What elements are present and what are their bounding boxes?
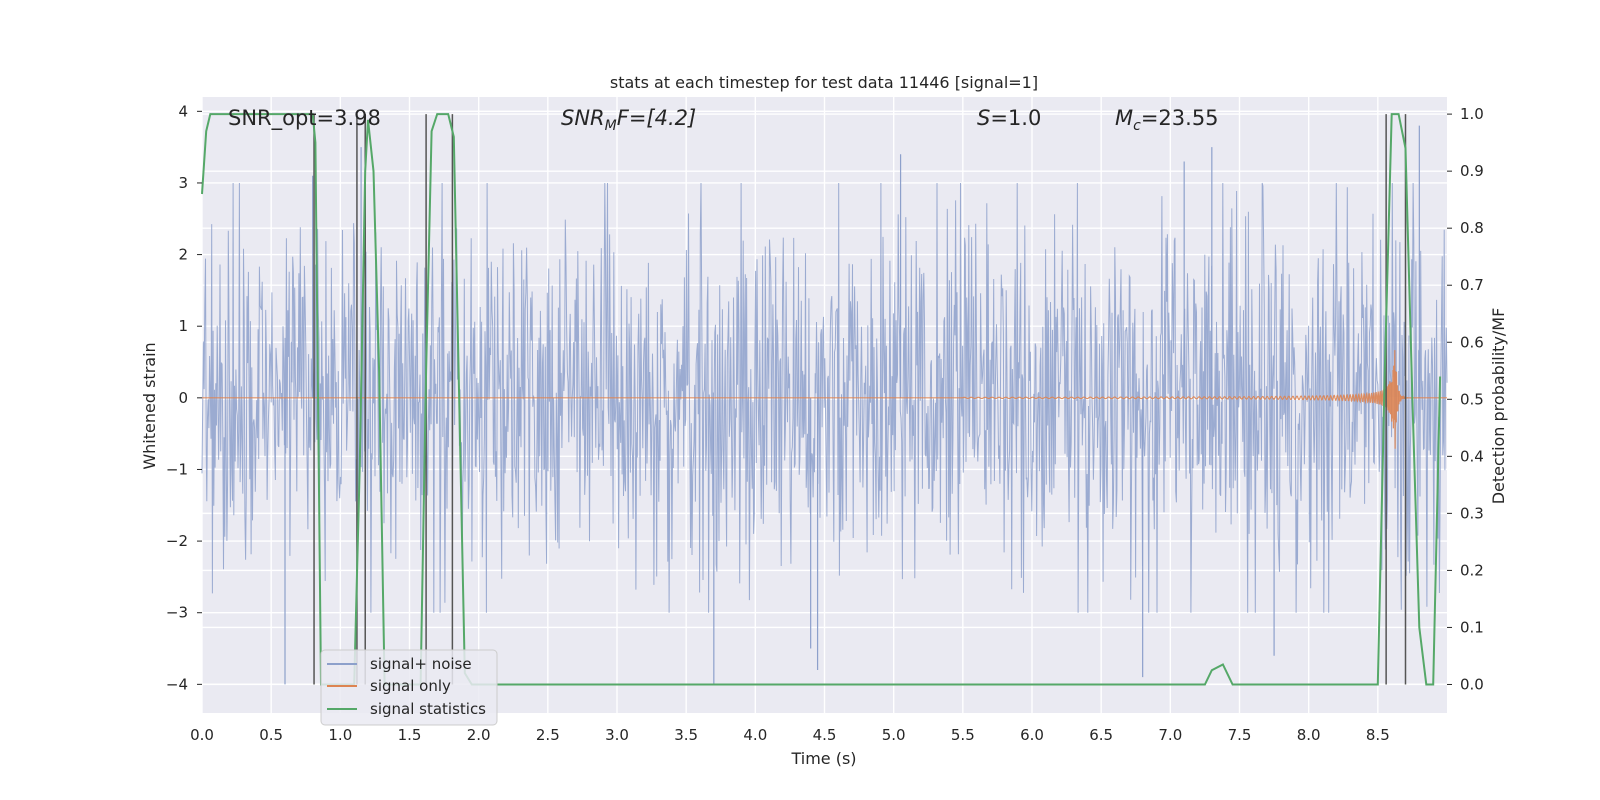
annotation-snr-opt: SNR_opt=3.98 xyxy=(228,106,381,131)
noise-series xyxy=(201,125,1448,685)
y-left-tick-label: 3 xyxy=(178,174,188,192)
y-right-tick-label: 0.4 xyxy=(1460,447,1484,465)
x-tick-label: 8.0 xyxy=(1297,726,1321,744)
x-tick-label: 8.5 xyxy=(1366,726,1390,744)
y-right-tick-label: 1.0 xyxy=(1460,105,1484,123)
x-tick-label: 7.5 xyxy=(1228,726,1252,744)
x-tick-label: 0.0 xyxy=(190,726,214,744)
y-left-tick-label: −3 xyxy=(166,604,188,622)
noise-line xyxy=(201,182,1448,613)
legend: signal+ noise signal only signal statist… xyxy=(320,649,498,726)
annotation-s: S=1.0 xyxy=(977,106,1041,130)
y-right-tick-label: 0.8 xyxy=(1460,219,1484,237)
legend-label-signal: signal only xyxy=(370,677,451,695)
y-right-tick-label: 0.5 xyxy=(1460,390,1484,408)
marker-lines xyxy=(313,114,1407,685)
y-left-tick-label: −1 xyxy=(166,460,188,478)
signal-series xyxy=(202,350,1447,449)
annotation-snr-mf: SNRMF=[4.2] xyxy=(561,106,696,134)
y-right-tick-label: 0.6 xyxy=(1460,333,1484,351)
x-tick-label: 3.0 xyxy=(605,726,629,744)
y-left-tick-label: −2 xyxy=(166,532,188,550)
legend-box xyxy=(320,649,498,726)
legend-label-noise: signal+ noise xyxy=(370,655,472,673)
x-tick-label: 1.5 xyxy=(398,726,422,744)
x-tick-label: 4.5 xyxy=(813,726,837,744)
x-tick-label: 7.0 xyxy=(1158,726,1182,744)
chart-title: stats at each timestep for test data 114… xyxy=(610,73,1038,92)
tick-labels: 0.0 0.5 1.0 1.5 2.0 2.5 3.0 3.5 4.0 4.5 5.0 5.5 6.0 6… xyxy=(166,102,1484,744)
y-axis-label-right: Detection probability/MF xyxy=(1489,308,1508,505)
y-left-tick-label: 4 xyxy=(178,102,188,120)
annotation-mc: Mc=23.55 xyxy=(1115,106,1219,134)
x-tick-label: 5.5 xyxy=(951,726,975,744)
y-right-tick-label: 0.0 xyxy=(1460,675,1484,693)
y-axis-label-left: Whitened strain xyxy=(140,342,159,469)
y-left-tick-label: 2 xyxy=(178,246,188,264)
y-right-tick-label: 0.7 xyxy=(1460,276,1484,294)
x-tick-label: 1.0 xyxy=(328,726,352,744)
y-right-tick-label: 0.9 xyxy=(1460,162,1484,180)
x-tick-label: 4.0 xyxy=(743,726,767,744)
x-tick-label: 6.5 xyxy=(1089,726,1113,744)
x-tick-label: 6.0 xyxy=(1020,726,1044,744)
x-tick-label: 5.0 xyxy=(882,726,906,744)
x-tick-label: 3.5 xyxy=(674,726,698,744)
signal-line xyxy=(202,350,1447,449)
y-right-tick-label: 0.1 xyxy=(1460,618,1484,636)
legend-label-stat: signal statistics xyxy=(370,700,486,718)
x-tick-label: 2.5 xyxy=(536,726,560,744)
y-right-tick-label: 0.2 xyxy=(1460,561,1484,579)
y-left-tick-label: 1 xyxy=(178,317,188,335)
y-right-tick-label: 0.3 xyxy=(1460,504,1484,522)
x-tick-label: 2.0 xyxy=(467,726,491,744)
x-tick-label: 0.5 xyxy=(259,726,283,744)
y-left-tick-label: −4 xyxy=(166,675,188,693)
x-axis-label: Time (s) xyxy=(790,749,856,768)
y-left-tick-label: 0 xyxy=(178,389,188,407)
